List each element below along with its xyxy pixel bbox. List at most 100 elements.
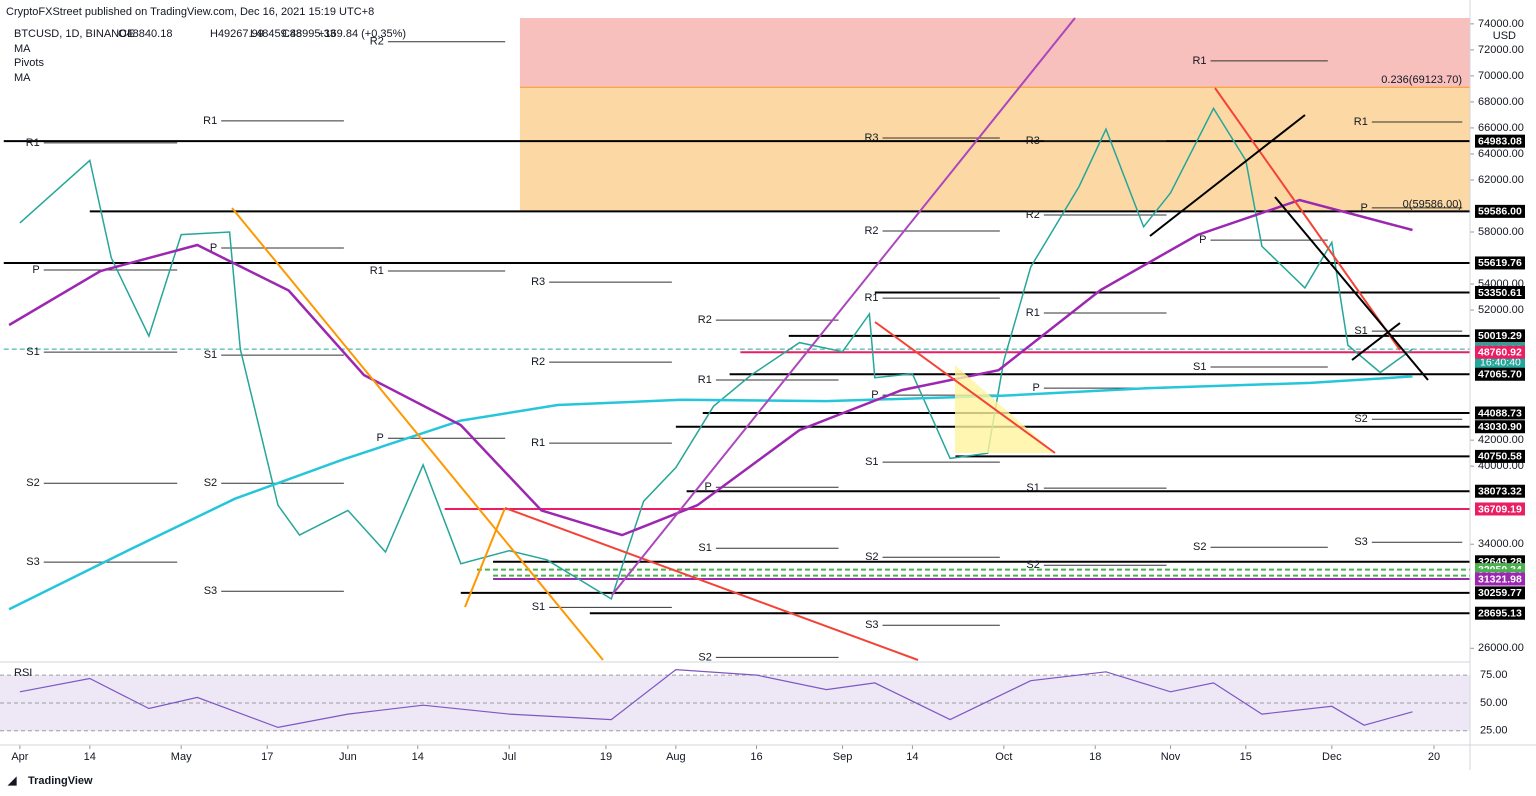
pivot-label: P [1032, 382, 1039, 394]
trendline [464, 507, 506, 608]
pivot-label: R1 [864, 292, 878, 304]
y-tick-label: 34000.00 [1478, 538, 1524, 550]
trendline [504, 507, 919, 661]
series-line [8, 198, 1413, 537]
pivot-label: R1 [1354, 116, 1368, 128]
price-label-box [1475, 502, 1525, 516]
countdown-box [1475, 355, 1525, 369]
triangle [955, 365, 1055, 453]
price-label: 55619.76 [1478, 257, 1522, 269]
rsi-tick-label: 25.00 [1480, 725, 1508, 737]
y-tick-label: 62000.00 [1478, 174, 1524, 186]
x-tick-label: 16 [750, 751, 762, 763]
y-tick-label: 66000.00 [1478, 122, 1524, 134]
pivot-label: R2 [1026, 209, 1040, 221]
x-tick-label: 18 [1089, 751, 1101, 763]
price-label: 50019.29 [1478, 330, 1522, 342]
rsi-title: RSI [14, 667, 32, 679]
price-label: 59586.00 [1478, 206, 1522, 218]
fib-label: 0.236(69123.70) [1381, 74, 1462, 86]
price-label: 40750.58 [1478, 451, 1522, 463]
pivot-label: S1 [532, 601, 545, 613]
series-line [8, 375, 1413, 611]
price-label-box [1475, 606, 1525, 620]
price-label-box [1475, 586, 1525, 600]
pivot-label: R2 [698, 314, 712, 326]
price-label: 44088.73 [1478, 407, 1522, 419]
price-label-box [1475, 204, 1525, 218]
pivot-label: S1 [204, 349, 217, 361]
indicator: MA [14, 43, 31, 55]
pivot-label: R3 [864, 132, 878, 144]
pivot-label: R1 [203, 115, 217, 127]
pivot-label: S3 [26, 556, 39, 568]
pivot-label: S1 [1354, 325, 1367, 337]
price-label: 48760.92 [1478, 346, 1522, 358]
price-label: 30259.77 [1478, 587, 1522, 599]
price-label-box [1475, 329, 1525, 343]
y-tick-label: 68000.00 [1478, 96, 1524, 108]
rsi-tick-label: 50.00 [1480, 697, 1508, 709]
price-label-box [1475, 484, 1525, 498]
price-label-box [1475, 367, 1525, 381]
x-tick-label: Aug [666, 751, 686, 763]
pivot-label: R2 [864, 225, 878, 237]
ohlc: +169.84 (+0.35%) [318, 28, 406, 40]
pivot-label: S1 [26, 346, 39, 358]
pivot-label: R1 [370, 265, 384, 277]
trendline [231, 207, 604, 661]
pivot-label: S1 [865, 456, 878, 468]
pivot-label: S3 [204, 585, 217, 597]
x-tick-label: 17 [261, 751, 273, 763]
x-tick-label: May [171, 751, 192, 763]
y-tick-label: 74000.00 [1478, 18, 1524, 30]
logo: ◢ [7, 775, 17, 787]
price-label: 47065.70 [1478, 369, 1522, 381]
x-tick-label: Sep [833, 751, 853, 763]
y-tick-label: 58000.00 [1478, 226, 1524, 238]
fib-zone [519, 18, 1470, 88]
pivot-label: S1 [1026, 482, 1039, 494]
price-label: 36709.19 [1478, 503, 1522, 515]
pivot-label: S1 [1193, 361, 1206, 373]
trendline [874, 321, 1056, 454]
x-tick-label: 14 [412, 751, 424, 763]
x-tick-label: Nov [1161, 751, 1181, 763]
price-label: 31321.98 [1478, 573, 1522, 585]
pivot-label: P [377, 432, 384, 444]
rsi-tick-label: 75.00 [1480, 669, 1508, 681]
pivot-label: R1 [26, 137, 40, 149]
pivot-label: S2 [1193, 541, 1206, 553]
pivot-label: S2 [204, 477, 217, 489]
price-label: 28695.13 [1478, 608, 1522, 620]
price-label-box [1475, 345, 1525, 359]
pivot-label: S2 [1026, 559, 1039, 571]
y-tick-label: 52000.00 [1478, 304, 1524, 316]
countdown: 16:40:40 [1480, 356, 1521, 368]
pivot-label: R1 [1192, 55, 1206, 67]
x-tick-label: 20 [1428, 751, 1440, 763]
axis-unit: USD [1493, 30, 1516, 42]
pivot-label: R2 [370, 36, 384, 48]
pivot-label: R1 [698, 374, 712, 386]
rsi-line [19, 668, 1413, 729]
trendlines [231, 17, 1429, 661]
x-tick-label: Jun [339, 751, 357, 763]
price-label-box [1475, 420, 1525, 434]
pivot-label: P [871, 389, 878, 401]
pivot-label: S3 [865, 619, 878, 631]
pivot-label: P [210, 242, 217, 254]
footer: TradingView [28, 775, 93, 787]
pivot-label: S2 [865, 551, 878, 563]
trendline [611, 17, 1076, 596]
indicator: MA [14, 72, 31, 84]
price-label-box [1475, 449, 1525, 463]
x-tick-label: Apr [11, 751, 28, 763]
price-label: 38073.32 [1478, 486, 1522, 498]
ohlc: L48459.88 [250, 28, 302, 40]
pivot-label: R3 [531, 276, 545, 288]
x-tick-label: Oct [995, 751, 1012, 763]
trendline [1149, 114, 1306, 237]
x-tick-label: 15 [1240, 751, 1252, 763]
price-label-box [1475, 256, 1525, 270]
